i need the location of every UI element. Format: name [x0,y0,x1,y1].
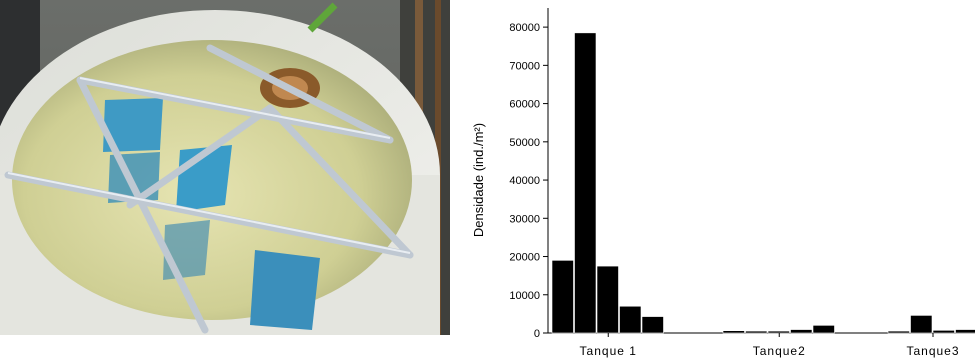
tank-photo-image [0,0,450,335]
bar-chart-svg: Densidade (ind./m²) 0 10000 20000 30000 4000… [455,0,975,358]
bar [642,317,664,333]
bar [933,330,955,333]
bar [813,325,835,333]
bar [791,330,813,333]
tank-photo [0,0,450,335]
y-tick-label: 70000 [509,60,540,72]
category-label: Tanque3 [906,344,959,358]
y-tick-label: 60000 [509,99,540,111]
bar [723,331,745,333]
category-label: Tanque2 [753,344,806,358]
y-tick-label: 20000 [509,252,540,264]
category-label: Tanque 1 [580,344,637,358]
bar [620,306,642,333]
bar [956,330,975,333]
bar [746,331,768,333]
bar [597,266,619,333]
y-tick-label: 30000 [509,213,540,225]
density-chart: Densidade (ind./m²) 0 10000 20000 30000 4000… [455,0,975,358]
y-tick-label: 0 [534,328,540,340]
y-tick-label: 50000 [509,137,540,149]
y-tick-label: 10000 [509,290,540,302]
bar [911,315,933,333]
y-tick-label: 80000 [509,22,540,34]
bar [552,260,574,333]
bar [888,331,910,333]
bar [575,33,597,333]
bar [768,331,790,333]
y-tick-label: 40000 [509,175,540,187]
y-axis-title: Densidade (ind./m²) [471,123,486,237]
